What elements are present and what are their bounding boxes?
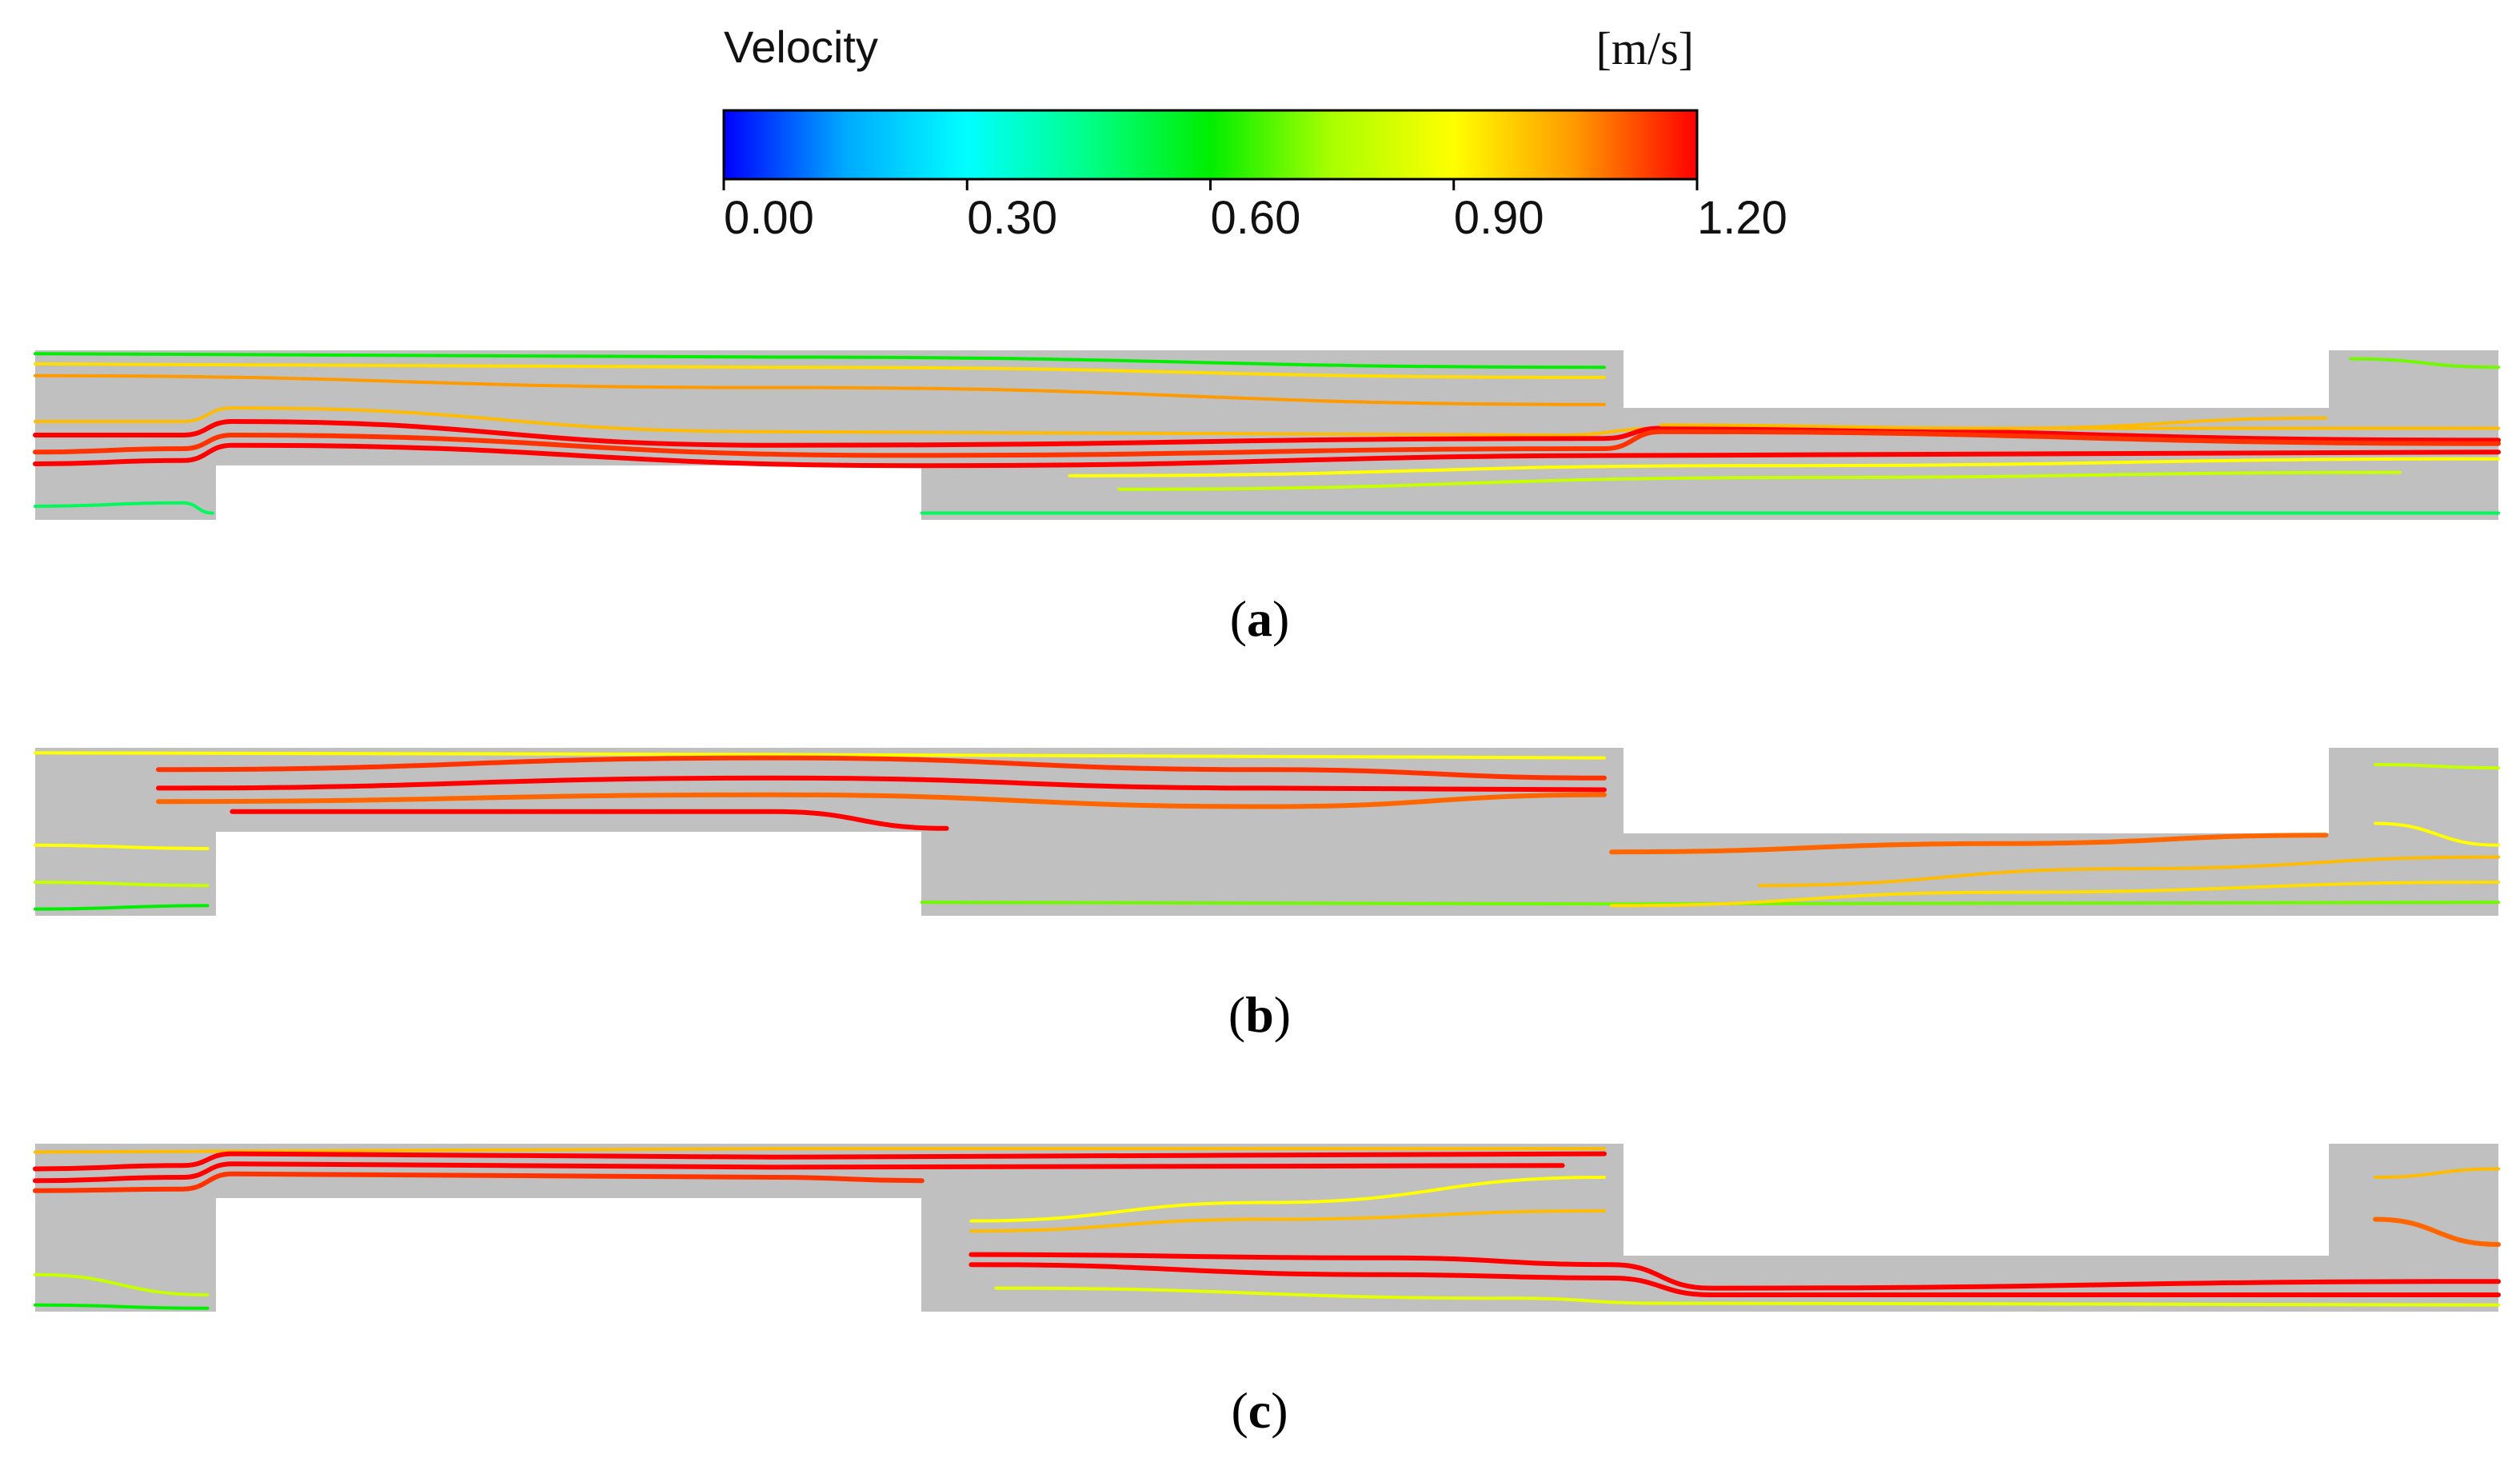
legend-ticks: 0.00 0.30 0.60 0.90 1.20 <box>722 179 1787 244</box>
streamline <box>33 1171 925 1193</box>
streamline <box>33 1161 1565 1184</box>
panel-b-label-letter: b <box>1245 986 1274 1043</box>
panel-c-channel <box>35 1144 2498 1312</box>
velocity-legend: Velocity [m/s] 0.00 0.30 0.60 0.90 1.20 <box>722 22 1787 244</box>
panel-b-channel <box>35 748 2498 916</box>
legend-tick-label: 0.30 <box>967 192 1057 244</box>
streamline <box>1117 470 2402 491</box>
streamline <box>1758 855 2500 888</box>
panel-c-streamlines <box>33 1144 2501 1310</box>
panel-c-label-open: ( <box>1231 1382 1248 1439</box>
panel-a-label: (a) <box>1230 590 1290 647</box>
streamline <box>1659 416 2328 430</box>
streamline <box>2374 1167 2500 1179</box>
streamline <box>34 881 210 888</box>
streamline <box>34 1272 210 1296</box>
legend-title: Velocity <box>724 22 878 72</box>
streamline <box>156 755 1607 781</box>
streamline <box>34 904 210 911</box>
streamline <box>968 1252 2501 1291</box>
streamline <box>1068 457 2500 477</box>
legend-tick-label: 0.90 <box>1454 192 1544 244</box>
streamline <box>156 775 1607 793</box>
panel-a-label-letter: a <box>1247 590 1272 647</box>
panel-a-streamlines <box>33 350 2501 515</box>
streamline <box>968 1262 2501 1297</box>
streamline <box>34 362 1606 379</box>
streamline <box>2373 1216 2501 1247</box>
panel-b-streamlines <box>34 748 2500 911</box>
fluid-domain <box>35 748 2498 916</box>
panel-b-label-close: ) <box>1274 986 1291 1043</box>
legend-colorbar <box>722 109 1699 181</box>
streamline <box>34 352 1606 369</box>
streamline <box>156 792 1607 809</box>
streamline <box>34 843 210 850</box>
streamline <box>34 1303 210 1310</box>
panel-b: (b) <box>34 748 2500 1043</box>
panel-a-label-close: ) <box>1272 590 1289 647</box>
streamline <box>34 501 214 515</box>
panel-b-label: (b) <box>1228 986 1291 1043</box>
streamline <box>2374 763 2500 770</box>
panel-c-label: (c) <box>1231 1382 1288 1439</box>
legend-tick-label: 0.60 <box>1211 192 1301 244</box>
streamline <box>230 809 949 831</box>
streamline <box>34 373 1606 406</box>
streamline <box>2349 357 2500 369</box>
panel-c-label-close: ) <box>1271 1382 1288 1439</box>
panel-c-label-letter: c <box>1248 1382 1271 1439</box>
fluid-domain <box>35 1144 2498 1312</box>
panel-a-label-open: ( <box>1230 590 1247 647</box>
streamline <box>969 1209 1606 1233</box>
legend-unit: [m/s] <box>1596 22 1694 74</box>
legend-tick-label: 1.20 <box>1697 192 1787 244</box>
streamline <box>1609 833 2329 855</box>
panel-c: (c) <box>33 1144 2501 1439</box>
streamline <box>33 429 2501 458</box>
streamline <box>994 1286 2500 1307</box>
streamline <box>33 1151 1607 1172</box>
streamline <box>1610 881 2500 908</box>
streamline <box>33 442 2501 469</box>
streamline <box>969 1176 1606 1223</box>
streamline <box>34 1147 1606 1154</box>
panel-b-label-open: ( <box>1228 986 1245 1043</box>
streamline <box>2374 821 2500 847</box>
legend-tick-label: 0.00 <box>724 192 814 244</box>
streamline <box>33 418 2501 448</box>
streamline <box>34 751 1606 760</box>
panel-a: (a) <box>33 350 2501 647</box>
